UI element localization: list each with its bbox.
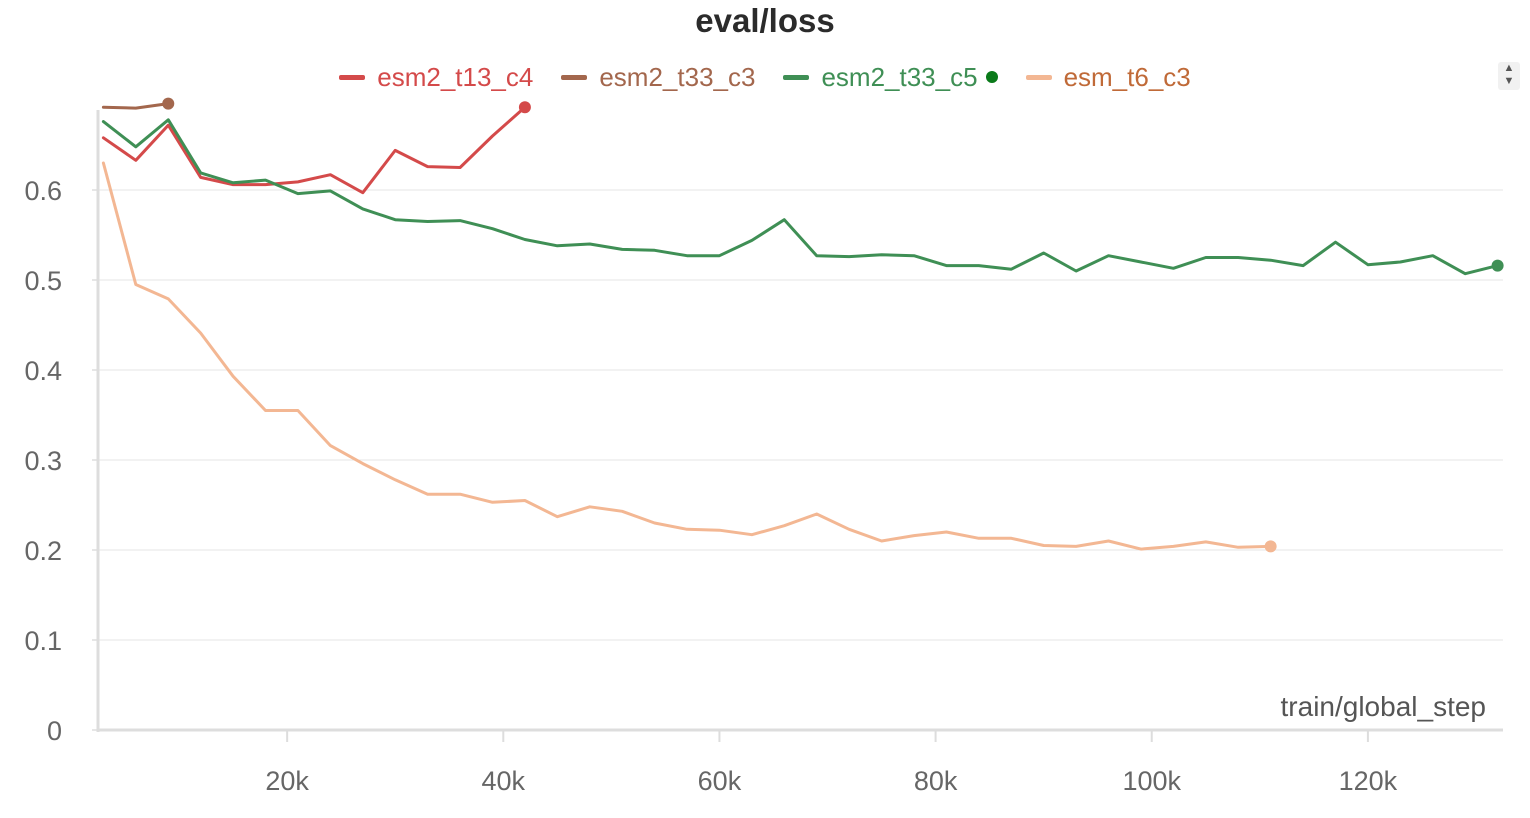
- legend-swatch: [339, 74, 366, 80]
- legend-entry-esm2_t33_c3[interactable]: esm2_t33_c3: [561, 62, 755, 93]
- legend-entry-esm_t6_c3[interactable]: esm_t6_c3: [1025, 61, 1191, 93]
- legend-entry-esm2_t13_c4[interactable]: esm2_t13_c4: [339, 62, 533, 93]
- legend-entry-esm2_t33_c5[interactable]: esm2_t33_c5: [783, 61, 998, 93]
- legend-label: esm2_t13_c4: [377, 61, 534, 92]
- legend-swatch: [783, 74, 810, 80]
- legend-selected-dot-icon: [985, 71, 998, 83]
- series-line-esm2_t33_c5[interactable]: [101, 118, 1500, 276]
- x-tick-label: 100k: [1122, 766, 1181, 796]
- scroll-down-icon[interactable]: ▼: [1503, 75, 1515, 87]
- y-tick-label: 0.4: [24, 356, 62, 386]
- legend-scroll-arrows[interactable]: ▲ ▼: [1498, 62, 1520, 90]
- series-line-esm2_t33_c3[interactable]: [101, 102, 170, 110]
- series-line-esm_t6_c3[interactable]: [101, 161, 1273, 551]
- series-lines: [101, 97, 1504, 553]
- series-end-point-esm2_t13_c4[interactable]: [518, 101, 531, 114]
- x-tick-label: 120k: [1339, 766, 1398, 796]
- x-axis-label: train/global_step: [1281, 691, 1486, 722]
- x-tick-label: 60k: [698, 766, 742, 796]
- y-tick-label: 0.6: [24, 176, 62, 206]
- scroll-up-icon[interactable]: ▲: [1503, 62, 1515, 74]
- y-tick-label: 0.5: [24, 266, 62, 296]
- legend-label: esm_t6_c3: [1063, 61, 1191, 92]
- y-tick-label: 0.2: [24, 536, 62, 566]
- series-end-point-esm2_t33_c5[interactable]: [1491, 259, 1504, 272]
- legend-swatch: [561, 74, 588, 80]
- legend-label: esm2_t33_c5: [821, 61, 978, 92]
- tick-labels: 0 0.1 0.2 0.3 0.4 0.5 0.6 20k 40k 60k 80k 100k 120k: [24, 176, 1397, 796]
- series-end-point-esm2_t33_c3[interactable]: [162, 97, 175, 110]
- x-tick-label: 20k: [265, 766, 309, 796]
- y-tick-label: 0: [47, 716, 62, 746]
- x-tick-label: 80k: [914, 766, 958, 796]
- grid-lines: [98, 189, 1503, 641]
- y-tick-label: 0.1: [24, 626, 62, 656]
- legend-swatch: [1025, 74, 1052, 80]
- x-tick-label: 40k: [482, 766, 526, 796]
- series-end-point-esm_t6_c3[interactable]: [1264, 540, 1277, 553]
- series-line-esm2_t13_c4[interactable]: [101, 105, 527, 195]
- chart-title: eval/loss: [695, 2, 835, 39]
- y-tick-label: 0.3: [24, 446, 62, 476]
- legend-label: esm2_t33_c3: [599, 61, 756, 92]
- chart-legend: esm2_t13_c4 esm2_t33_c3 esm2_t33_c5 esm_t6_…: [0, 60, 1530, 94]
- axes: [92, 110, 1503, 742]
